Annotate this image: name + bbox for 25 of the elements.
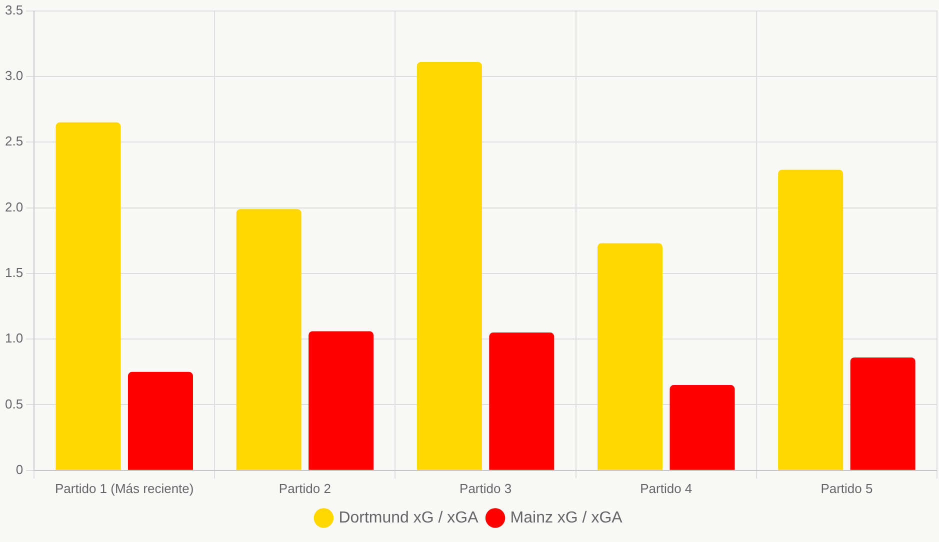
y-tick-label: 3.0 bbox=[4, 68, 24, 84]
x-tick-label: Partido 2 bbox=[278, 480, 331, 496]
y-tick-label: 1.0 bbox=[4, 330, 24, 346]
bar bbox=[128, 372, 193, 470]
x-tick-label: Partido 4 bbox=[640, 480, 692, 496]
bar bbox=[850, 357, 916, 470]
bar bbox=[416, 62, 482, 470]
bar bbox=[778, 170, 844, 470]
x-tick-label: Partido 5 bbox=[820, 480, 873, 496]
bar bbox=[56, 122, 121, 470]
bar bbox=[670, 385, 735, 470]
y-tick-label: 2.0 bbox=[4, 199, 24, 214]
x-tick-label: Partido 1 (Más reciente) bbox=[54, 480, 194, 496]
bar bbox=[489, 332, 554, 470]
y-tick-label: 0.5 bbox=[4, 396, 24, 412]
y-tick-label: 3.5 bbox=[4, 2, 24, 18]
legend-label: Dortmund xG / xGA bbox=[338, 509, 479, 526]
x-tick-label: Partido 3 bbox=[460, 480, 512, 496]
y-tick-label: 0 bbox=[16, 462, 24, 477]
bar bbox=[598, 243, 663, 470]
bar bbox=[236, 209, 302, 470]
legend-label: Mainz xG / xGA bbox=[510, 509, 623, 526]
y-tick-label: 1.5 bbox=[4, 265, 24, 280]
y-tick-label: 2.5 bbox=[4, 134, 24, 149]
bar bbox=[308, 331, 374, 470]
